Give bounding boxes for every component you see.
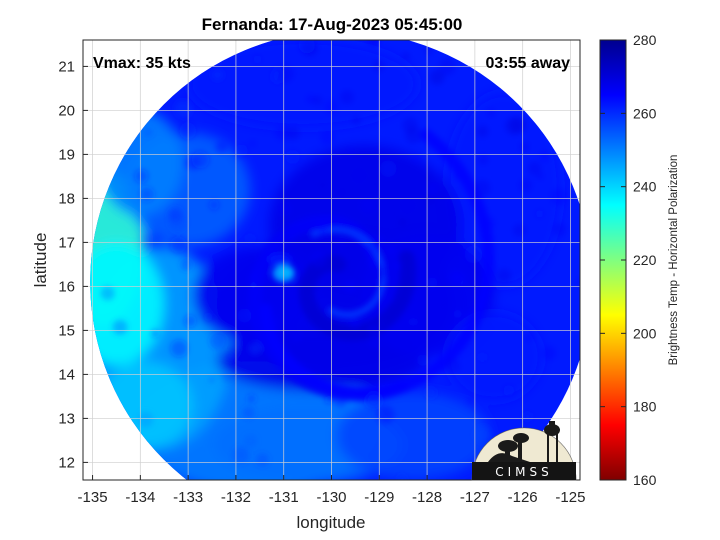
colorbar-tick-label: 280 bbox=[633, 32, 657, 48]
grid-lines bbox=[83, 40, 580, 480]
y-tick-label: 15 bbox=[58, 322, 75, 339]
colorbar-ticks: 160 180 200 220 240 260 280 bbox=[600, 32, 657, 488]
x-axis-label: longitude bbox=[296, 513, 365, 532]
y-tick-label: 21 bbox=[58, 58, 75, 75]
colorbar-tick-label: 240 bbox=[633, 179, 657, 195]
x-tick-label: -128 bbox=[412, 489, 442, 506]
y-tick-label: 16 bbox=[58, 278, 75, 295]
y-tick-label: 17 bbox=[58, 234, 75, 251]
y-tick-label: 18 bbox=[58, 190, 75, 207]
y-tick-label: 13 bbox=[58, 410, 75, 427]
x-tick-label: -133 bbox=[173, 489, 203, 506]
x-tick-label: -129 bbox=[364, 489, 394, 506]
x-tick-label: -125 bbox=[555, 489, 585, 506]
x-tick-label: -135 bbox=[78, 489, 108, 506]
y-tick-label: 19 bbox=[58, 146, 75, 163]
y-axis-ticks: 12 13 14 15 16 17 18 19 20 21 bbox=[58, 58, 88, 471]
x-axis-ticks: -135 -134 -133 -132 -131 -130 -129 -128 -127 -126… bbox=[78, 475, 585, 506]
cimss-logo: CIMSS bbox=[471, 421, 577, 481]
x-tick-label: -127 bbox=[460, 489, 490, 506]
vmax-annotation: Vmax: 35 kts bbox=[93, 55, 191, 72]
colorbar-tick-label: 220 bbox=[633, 252, 657, 268]
chart-title: Fernanda: 17-Aug-2023 05:45:00 bbox=[202, 15, 463, 34]
x-tick-label: -130 bbox=[316, 489, 346, 506]
x-tick-label: -132 bbox=[221, 489, 251, 506]
colorbar-tick-label: 260 bbox=[633, 105, 657, 121]
x-tick-label: -134 bbox=[125, 489, 155, 506]
y-tick-label: 12 bbox=[58, 454, 75, 471]
y-axis-label: latitude bbox=[31, 233, 50, 288]
y-tick-label: 14 bbox=[58, 366, 75, 383]
y-tick-label: 20 bbox=[58, 102, 75, 119]
colorbar-tick-label: 200 bbox=[633, 325, 657, 341]
cimss-logo-text: CIMSS bbox=[495, 465, 553, 479]
time-away-annotation: 03:55 away bbox=[485, 55, 570, 72]
colorbar-tick-label: 160 bbox=[633, 472, 657, 488]
x-tick-label: -126 bbox=[508, 489, 538, 506]
x-tick-label: -131 bbox=[269, 489, 299, 506]
colorbar-label: Brightness Temp - Horizontal Polarizatio… bbox=[668, 155, 680, 366]
colorbar-tick-label: 180 bbox=[633, 399, 657, 415]
